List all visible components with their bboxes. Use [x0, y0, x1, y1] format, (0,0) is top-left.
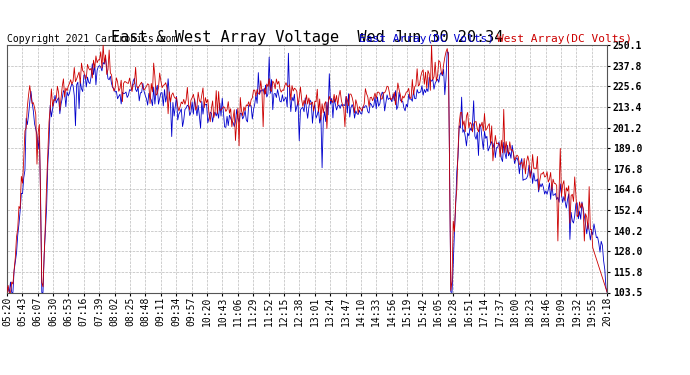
Text: West Array(DC Volts): West Array(DC Volts) [497, 34, 632, 44]
Text: Copyright 2021 Cartronics.com: Copyright 2021 Cartronics.com [7, 34, 177, 44]
Text: East Array(DC Volts): East Array(DC Volts) [359, 34, 494, 44]
Title: East & West Array Voltage  Wed Jun 30 20:34: East & West Array Voltage Wed Jun 30 20:… [111, 30, 503, 45]
